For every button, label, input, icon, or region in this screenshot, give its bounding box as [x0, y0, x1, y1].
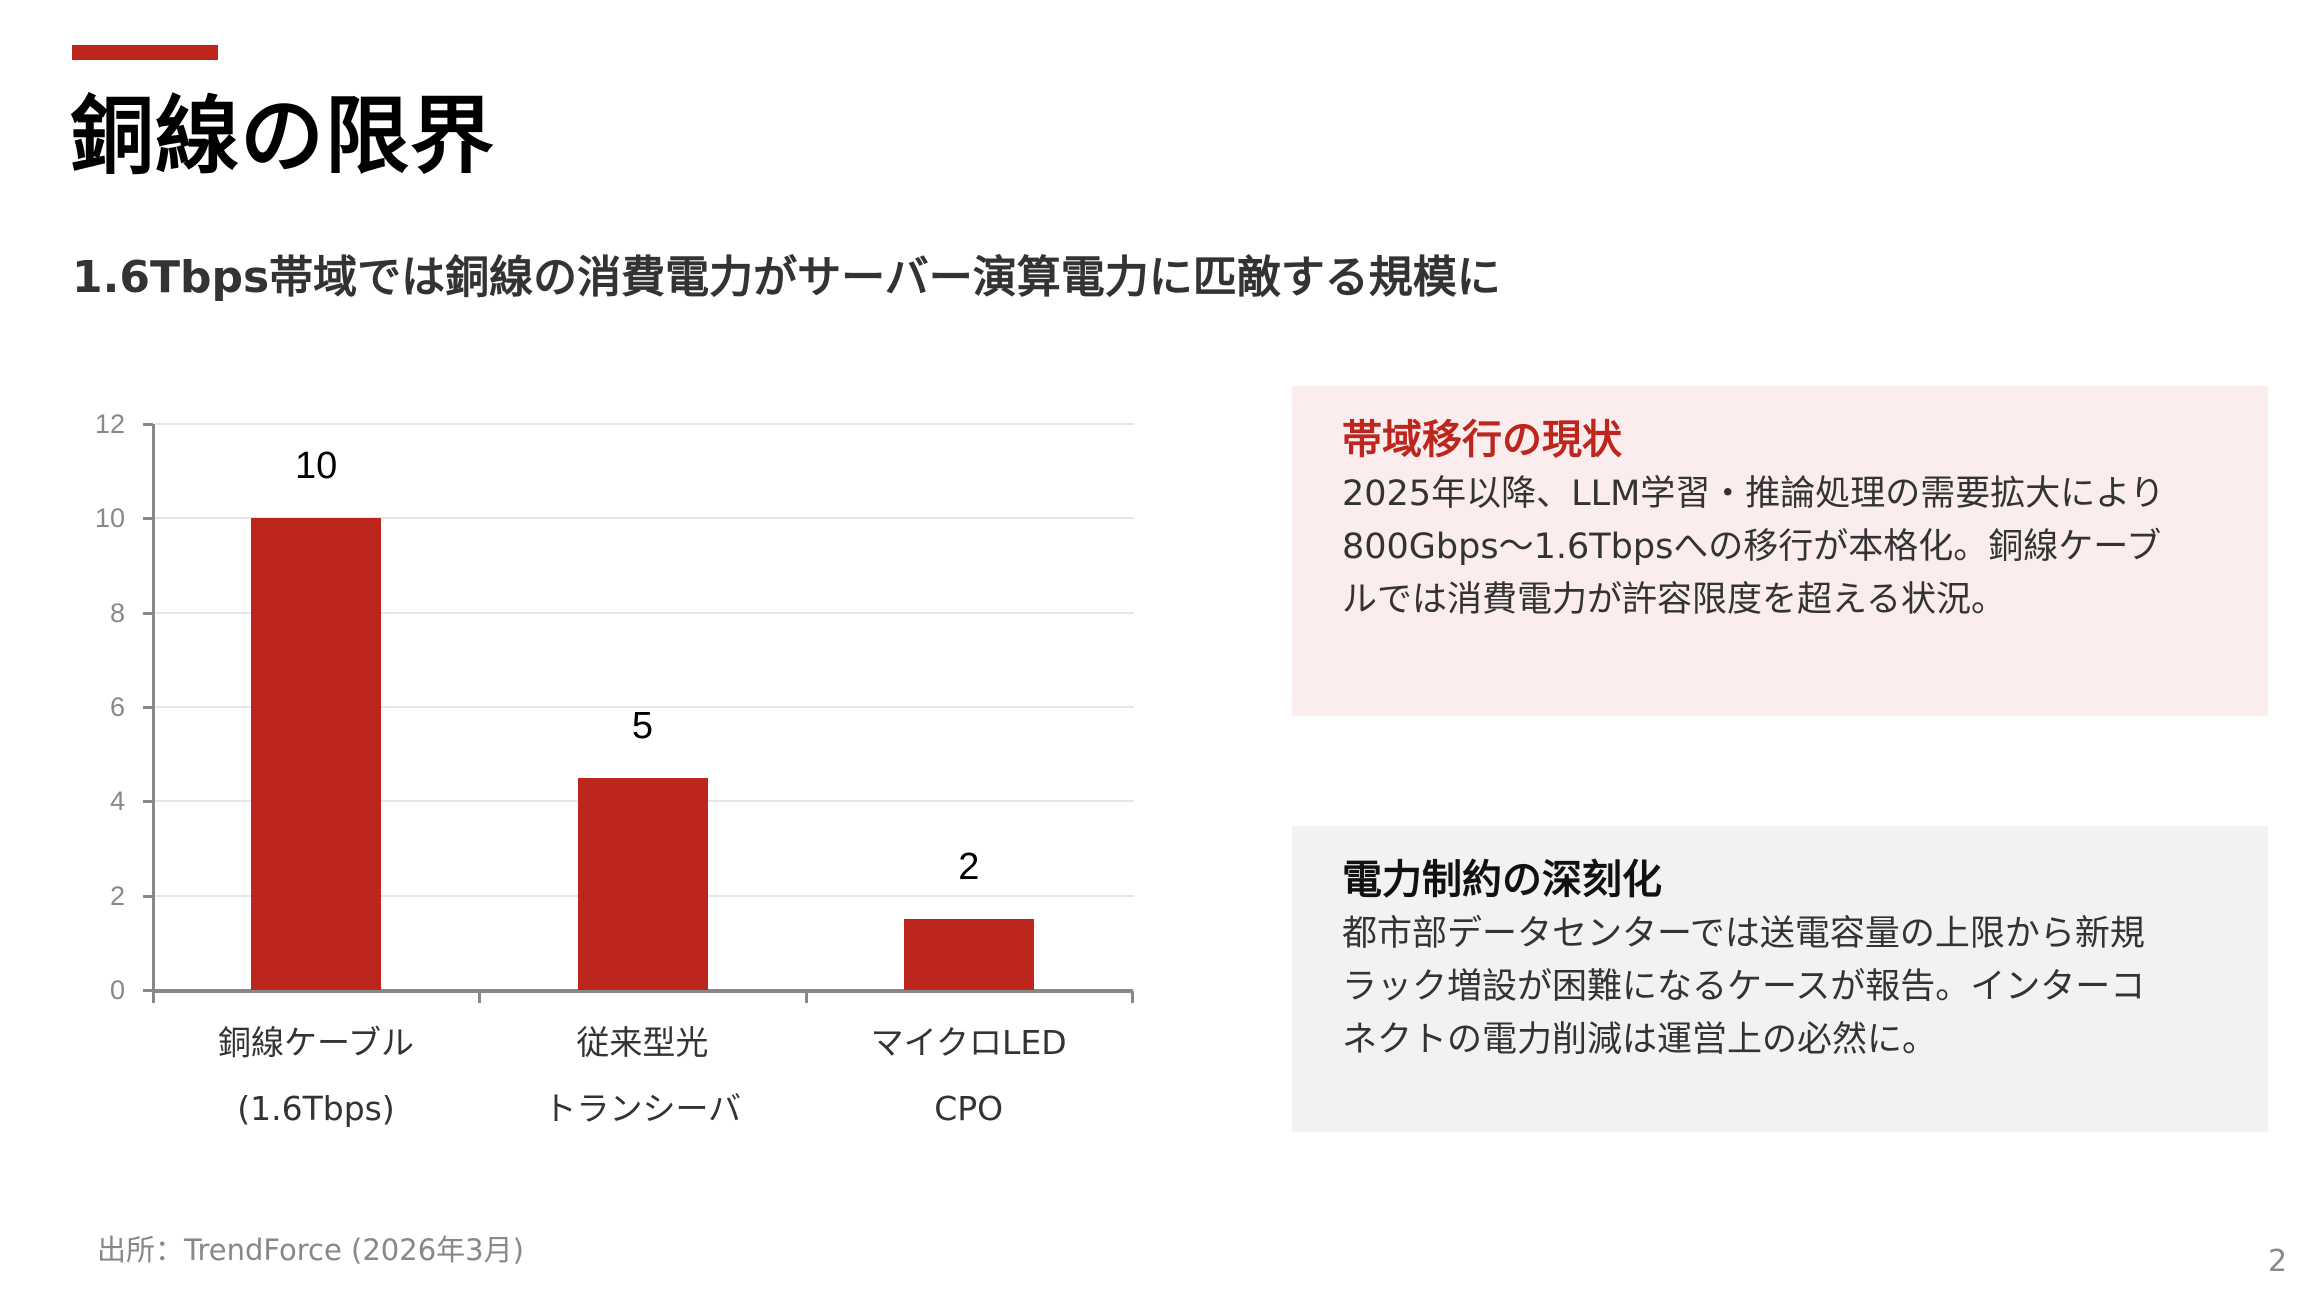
- slide-subtitle: 1.6Tbps帯域では銅線の消費電力がサーバー演算電力に匹敵する規模に: [72, 252, 1501, 303]
- x-axis-category-label: 銅線ケーブル (1.6Tbps): [153, 1010, 479, 1142]
- panel-body-line: ラック増設が困難になるケースが報告。インターコ: [1342, 967, 2146, 1007]
- x-axis-tick: [804, 991, 808, 1003]
- panel-heading: 帯域移行の現状: [1342, 417, 1622, 463]
- panel-body-line: 都市部データセンターでは送電容量の上限から新規: [1342, 914, 2145, 954]
- bar-chart: 0 2 4 6 8 10 12 10 銅線ケーブル (1.6Tbps) 5 従来型光トランシーバ 2 マイ…: [94, 409, 1134, 1142]
- x-axis-category-label: マイクロLED CPO: [806, 1010, 1132, 1142]
- panel-body-line: 800Gbps〜1.6Tbpsへの移行が本格化。銅線ケーブ: [1342, 527, 2162, 567]
- y-axis-tick-label: 2: [109, 880, 125, 911]
- panel-body: 2025年以降、LLM学習・推論処理の需要拡大により 800Gbps〜1.6Tb…: [1342, 468, 2218, 627]
- y-axis-tick: [143, 611, 153, 615]
- x-axis-category-label: 従来型光トランシーバ: [479, 1010, 805, 1142]
- y-axis-tick-label: 8: [109, 597, 125, 628]
- panel-heading: 電力制約の深刻化: [1342, 857, 1662, 903]
- category-label-line: トランシーバ: [543, 1089, 742, 1128]
- panel-bandwidth-transition: 帯域移行の現状 2025年以降、LLM学習・推論処理の需要拡大により 800Gb…: [1292, 386, 2268, 716]
- category-label-line: CPO: [934, 1089, 1004, 1128]
- y-axis-tick-label: 12: [94, 409, 125, 439]
- gridline: [155, 423, 1134, 425]
- y-axis-tick-label: 6: [109, 692, 125, 722]
- category-label-line: 銅線ケーブル: [217, 1023, 415, 1062]
- category-label-line: 従来型光: [576, 1023, 709, 1062]
- y-axis-tick: [143, 894, 153, 898]
- panel-power-constraint: 電力制約の深刻化 都市部データセンターでは送電容量の上限から新規 ラック増設が困…: [1292, 826, 2268, 1132]
- page-number: 2: [2268, 1244, 2288, 1279]
- y-axis-tick: [143, 800, 153, 804]
- y-axis-tick-label: 4: [109, 786, 125, 817]
- panel-body-line: ルでは消費電力が許容限度を超える状況。: [1342, 580, 2006, 620]
- y-axis-tick: [143, 989, 153, 992]
- y-axis-tick: [143, 517, 153, 521]
- panel-body-line: ネクトの電力削減は運営上の必然に。: [1342, 1020, 1938, 1060]
- bar-value-label: 2: [958, 846, 980, 889]
- gridline: [155, 706, 1134, 708]
- panel-body-line: 2025年以降、LLM学習・推論処理の需要拡大により: [1342, 474, 2165, 514]
- x-axis-tick: [152, 991, 155, 1003]
- category-label-line: (1.6Tbps): [237, 1089, 395, 1128]
- slide-title: 銅線の限界: [70, 87, 496, 185]
- y-axis-tick-label: 0: [109, 975, 125, 1005]
- gridline: [155, 611, 1134, 614]
- title-accent-bar: [72, 45, 218, 60]
- x-axis-tick: [1131, 991, 1134, 1003]
- panel-body: 都市部データセンターでは送電容量の上限から新規 ラック増設が困難になるケースが報…: [1342, 908, 2218, 1067]
- y-axis-tick: [143, 706, 153, 709]
- bar-value-label: 10: [295, 445, 338, 488]
- bar: [577, 777, 708, 990]
- x-axis-tick: [478, 991, 482, 1003]
- y-axis-tick: [143, 423, 153, 426]
- bar: [251, 518, 382, 990]
- bar: [903, 919, 1034, 990]
- gridline: [155, 517, 1134, 520]
- source-note: 出所：TrendForce (2026年3月): [97, 1233, 524, 1267]
- bar-value-label: 5: [631, 704, 654, 747]
- y-axis-tick-label: 10: [94, 503, 125, 534]
- category-label-line: マイクロLED: [870, 1023, 1067, 1062]
- x-axis: [152, 989, 1133, 993]
- y-axis: [152, 424, 155, 992]
